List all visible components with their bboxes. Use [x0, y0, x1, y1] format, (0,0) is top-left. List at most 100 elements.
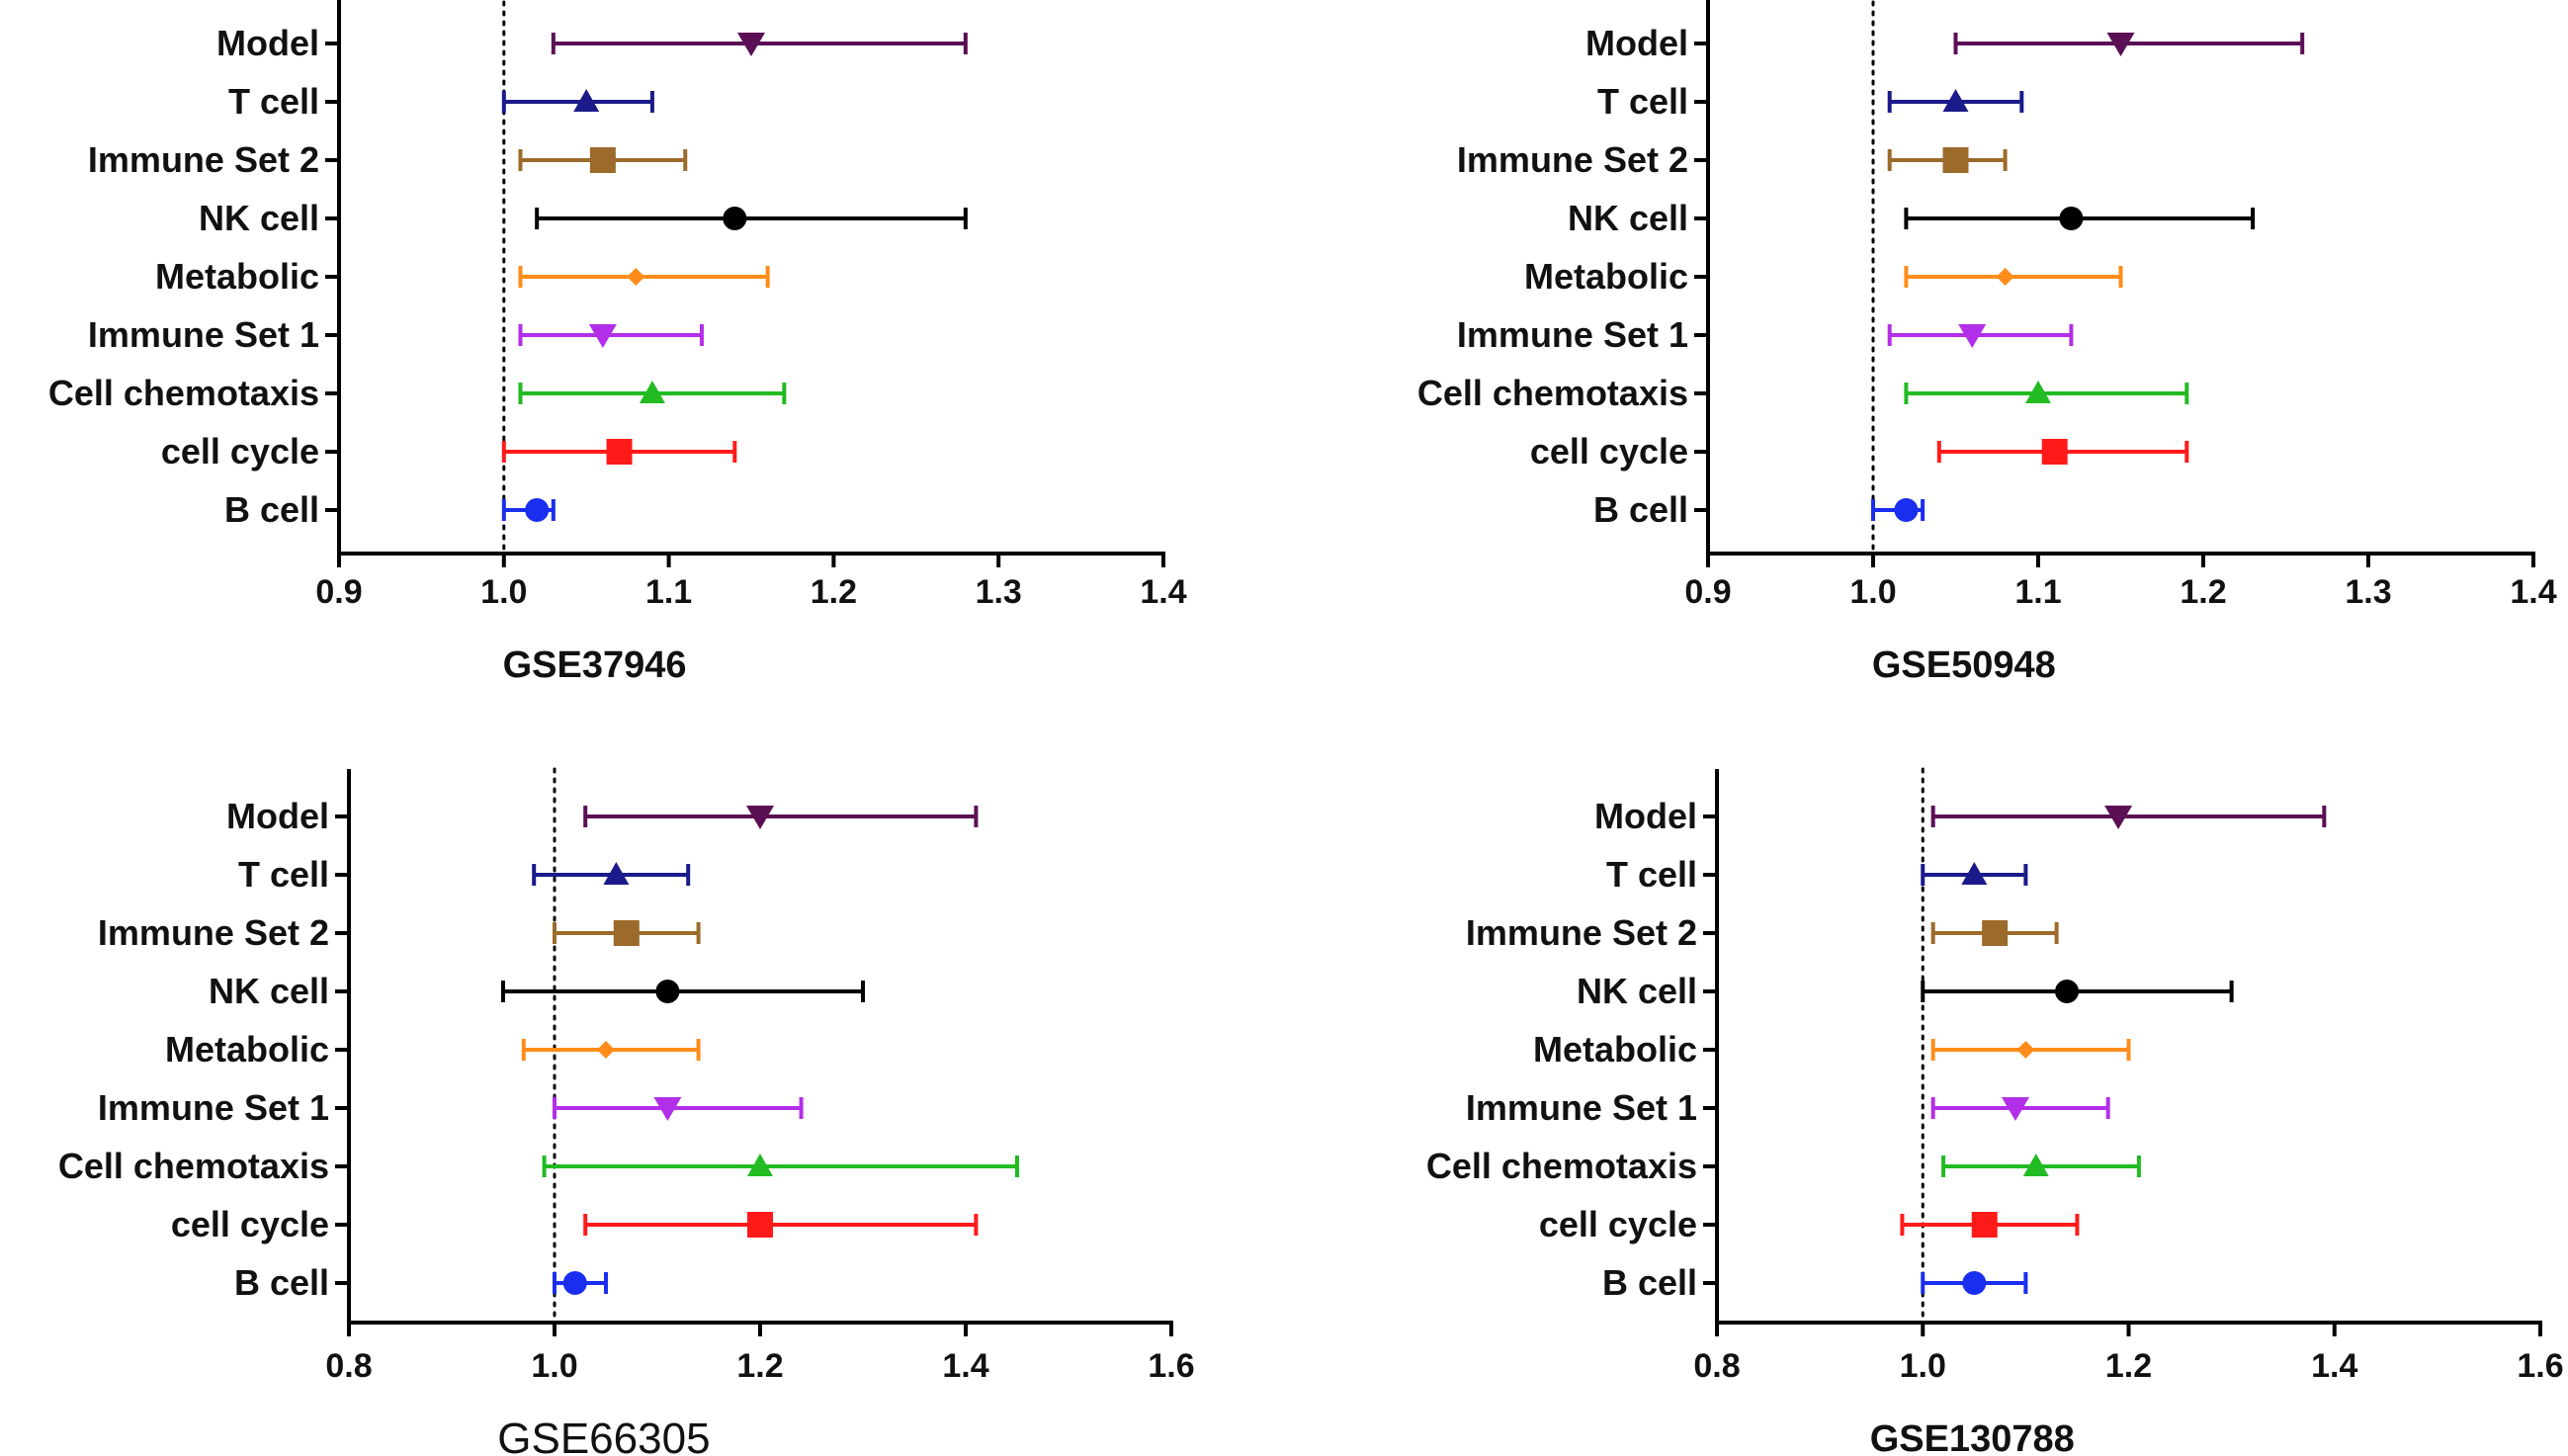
point-estimate-marker: [1942, 147, 1969, 173]
row-label: Immune Set 1: [1466, 1087, 1697, 1128]
forest-row: Metabolic: [1524, 256, 2123, 297]
row-label: cell cycle: [1530, 431, 1688, 471]
x-tick-label: 1.0: [480, 573, 527, 611]
forest-panel-top-left: 0.9 1.0 1.1 1.2 1.3 1.4 GSE37946 Model T cell Imm…: [48, 0, 1187, 686]
x-axis-title: GSE50948: [1872, 644, 2056, 686]
x-tick-label: 1.4: [1140, 573, 1186, 611]
row-label: Model: [1585, 23, 1688, 63]
forest-panel-bottom-left: 0.8 1.0 1.2 1.4 1.6 GSE66305 Model T cell Immune…: [58, 767, 1195, 1456]
row-label: Model: [1594, 796, 1697, 836]
row-label: Metabolic: [155, 256, 319, 297]
row-label: cell cycle: [161, 431, 319, 471]
forest-row: T cell: [238, 854, 691, 895]
x-tick-label: 1.2: [2105, 1347, 2152, 1385]
forest-row: Cell chemotaxis: [1417, 373, 2189, 413]
row-label: cell cycle: [171, 1204, 329, 1244]
row-label: Immune Set 1: [88, 314, 319, 355]
forest-row: Cell chemotaxis: [1426, 1146, 2141, 1186]
x-axis-title: GSE37946: [503, 644, 687, 686]
forest-row: NK cell: [209, 971, 865, 1011]
x-tick-label: 1.6: [2517, 1347, 2563, 1385]
forest-row: Cell chemotaxis: [58, 1146, 1019, 1186]
forest-row: cell cycle: [1539, 1204, 2080, 1244]
point-estimate-marker: [588, 324, 617, 348]
forest-panel-bottom-right: 0.8 1.0 1.2 1.4 1.6 GSE130788 Model T cell Immun…: [1426, 767, 2564, 1456]
x-tick-label: 0.9: [1684, 573, 1731, 611]
x-tick-label: 1.1: [2014, 573, 2061, 611]
point-estimate-marker: [747, 1212, 773, 1238]
row-label: Immune Set 1: [98, 1087, 329, 1128]
point-estimate-marker: [2106, 33, 2135, 56]
forest-row: cell cycle: [1530, 431, 2189, 471]
row-label: cell cycle: [1539, 1204, 1697, 1244]
point-estimate-marker: [613, 920, 640, 946]
row-label: B cell: [234, 1262, 329, 1303]
forest-row: Model: [226, 796, 979, 836]
forest-row: B cell: [234, 1262, 608, 1303]
point-estimate-marker: [589, 147, 616, 173]
point-estimate-marker: [603, 862, 630, 885]
point-estimate-marker: [746, 806, 774, 829]
point-estimate-marker: [653, 1097, 682, 1121]
point-estimate-marker: [1894, 498, 1919, 522]
row-label: Immune Set 1: [1457, 314, 1688, 355]
row-label: Cell chemotaxis: [1417, 373, 1688, 413]
row-label: Immune Set 2: [1457, 139, 1688, 180]
row-label: Metabolic: [1524, 256, 1688, 297]
point-estimate-marker: [1982, 920, 2009, 946]
point-estimate-marker: [2104, 806, 2133, 829]
forest-panel-top-right: 0.9 1.0 1.1 1.2 1.3 1.4 GSE50948 Model T cell Imm…: [1417, 0, 2557, 686]
x-tick-label: 1.0: [531, 1347, 577, 1385]
row-label: Model: [216, 23, 319, 63]
x-tick-label: 1.4: [2510, 573, 2556, 611]
forest-row: T cell: [1606, 854, 2028, 895]
x-tick-label: 1.4: [942, 1347, 988, 1385]
forest-row: B cell: [1602, 1262, 2028, 1303]
point-estimate-marker: [525, 498, 550, 522]
x-axis-title: GSE66305: [497, 1414, 710, 1456]
forest-row: cell cycle: [171, 1204, 979, 1244]
forest-row: Immune Set 2: [1466, 912, 2059, 953]
point-estimate-marker: [639, 381, 665, 403]
point-estimate-marker: [627, 268, 645, 286]
forest-row: B cell: [224, 489, 556, 530]
point-estimate-marker: [1961, 862, 1988, 885]
forest-row: Model: [1594, 796, 2327, 836]
x-tick-label: 1.4: [2311, 1347, 2357, 1385]
point-estimate-marker: [606, 439, 633, 465]
forest-row: Immune Set 1: [98, 1087, 804, 1128]
row-label: NK cell: [209, 971, 329, 1011]
point-estimate-marker: [1962, 1271, 1987, 1295]
x-tick-label: 1.0: [1849, 573, 1896, 611]
forest-row: T cell: [228, 81, 654, 122]
row-label: B cell: [224, 489, 319, 530]
row-label: T cell: [1597, 81, 1688, 122]
row-label: NK cell: [1577, 971, 1697, 1011]
x-tick-label: 1.3: [2345, 573, 2391, 611]
x-tick-label: 1.3: [976, 573, 1022, 611]
row-label: Model: [226, 796, 329, 836]
x-tick-label: 0.8: [1693, 1347, 1740, 1385]
forest-row: Immune Set 2: [1457, 139, 2008, 180]
point-estimate-marker: [737, 33, 765, 56]
row-label: Immune Set 2: [98, 912, 329, 953]
forest-row: Model: [1585, 23, 2305, 63]
point-estimate-marker: [2016, 1041, 2035, 1059]
forest-row: NK cell: [199, 198, 968, 238]
row-label: Metabolic: [165, 1029, 329, 1070]
point-estimate-marker: [2055, 980, 2080, 1003]
forest-row: Immune Set 1: [88, 314, 704, 355]
point-estimate-marker: [723, 207, 747, 230]
row-label: Immune Set 2: [1466, 912, 1697, 953]
forest-row: NK cell: [1577, 971, 2234, 1011]
row-label: Cell chemotaxis: [58, 1146, 329, 1186]
point-estimate-marker: [2022, 1154, 2049, 1176]
x-tick-label: 1.2: [736, 1347, 783, 1385]
x-axis-title: GSE130788: [1870, 1418, 2075, 1456]
point-estimate-marker: [2001, 1097, 2029, 1121]
x-tick-label: 1.2: [811, 573, 857, 611]
point-estimate-marker: [1942, 89, 1969, 112]
x-tick-label: 1.0: [1900, 1347, 1946, 1385]
row-label: NK cell: [199, 198, 319, 238]
